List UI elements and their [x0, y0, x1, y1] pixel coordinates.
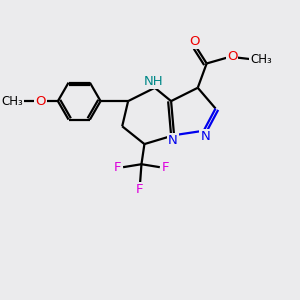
- Text: N: N: [200, 130, 210, 142]
- Text: F: F: [136, 183, 144, 196]
- Text: O: O: [227, 50, 237, 63]
- Text: NH: NH: [143, 75, 163, 88]
- Text: O: O: [35, 94, 46, 108]
- Text: F: F: [114, 161, 122, 174]
- Text: CH₃: CH₃: [1, 94, 23, 108]
- Text: O: O: [190, 35, 200, 48]
- Text: F: F: [161, 161, 169, 174]
- Text: CH₃: CH₃: [250, 52, 272, 65]
- Text: N: N: [168, 134, 177, 147]
